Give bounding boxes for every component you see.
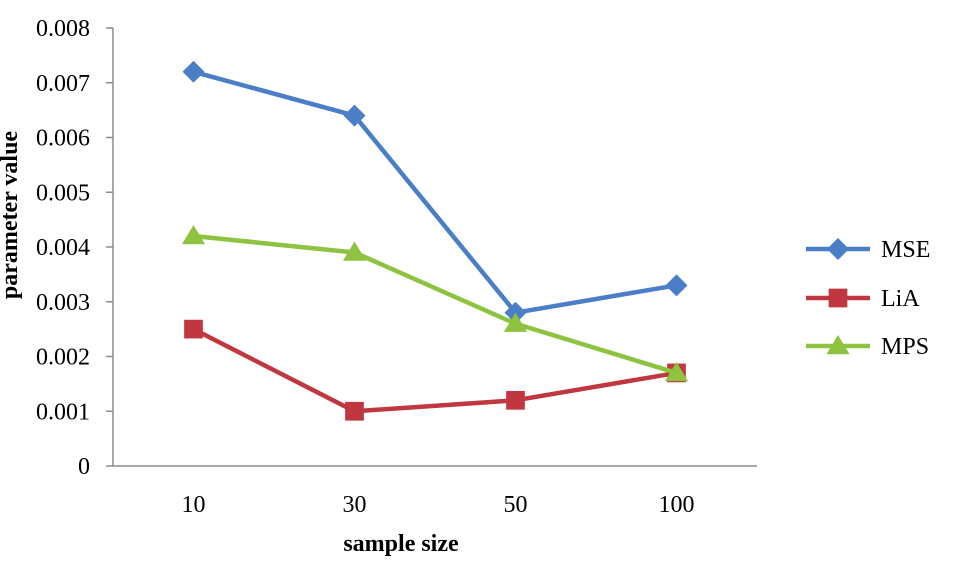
legend-label: MSE (881, 237, 930, 263)
data-point-mps (181, 225, 206, 245)
y-tick-label: 0.006 (36, 126, 90, 152)
legend-item-lia: LiA (806, 286, 920, 312)
y-tick-label: 0.003 (36, 290, 90, 316)
y-tick-label: 0.007 (36, 71, 90, 97)
data-point-mps (664, 361, 689, 382)
legend-swatch-marker (827, 238, 849, 260)
y-tick-label: 0.008 (36, 16, 90, 42)
y-tick-label: 0 (78, 454, 90, 480)
data-point-lia (184, 319, 203, 339)
series-lia (184, 319, 686, 421)
series-mps (181, 225, 689, 382)
x-tick-label: 100 (659, 492, 695, 518)
y-tick-label: 0.005 (36, 180, 90, 206)
data-point-mps (342, 241, 367, 261)
data-point-mse (182, 60, 205, 83)
axes (112, 28, 757, 467)
series-line (192, 327, 677, 414)
y-tick-label: 0.001 (36, 399, 90, 425)
legend-label: LiA (881, 286, 920, 312)
legend-item-mps: MPS (806, 334, 929, 360)
y-axis-title: parameter value (0, 131, 23, 300)
data-point-mse (665, 274, 688, 297)
series-group (181, 60, 689, 421)
series-line (193, 233, 678, 376)
legend-label: MPS (881, 334, 929, 360)
series-mse (182, 60, 688, 324)
data-point-lia (345, 401, 364, 421)
legend-item-mse: MSE (806, 237, 930, 263)
legend-swatch-marker (826, 335, 850, 355)
y-tick-label: 0.004 (36, 235, 90, 261)
data-point-lia (506, 390, 525, 410)
data-point-mse (343, 104, 366, 127)
x-axis-title: sample size (343, 531, 459, 557)
legend-swatch-marker (828, 288, 848, 308)
x-tick-label: 10 (182, 492, 206, 518)
x-tick-label: 30 (343, 492, 367, 518)
y-tick-label: 0.002 (36, 345, 90, 371)
x-ticks: 10 30 50 100 (182, 492, 695, 518)
data-point-mps (503, 312, 528, 332)
series-line (192, 69, 677, 315)
y-ticks: 0 0.001 0.002 0.003 0.004 0.005 0.006 0.007 0.00… (36, 16, 113, 480)
x-tick-label: 50 (504, 492, 528, 518)
legend: MSE LiA MPS (806, 237, 930, 360)
